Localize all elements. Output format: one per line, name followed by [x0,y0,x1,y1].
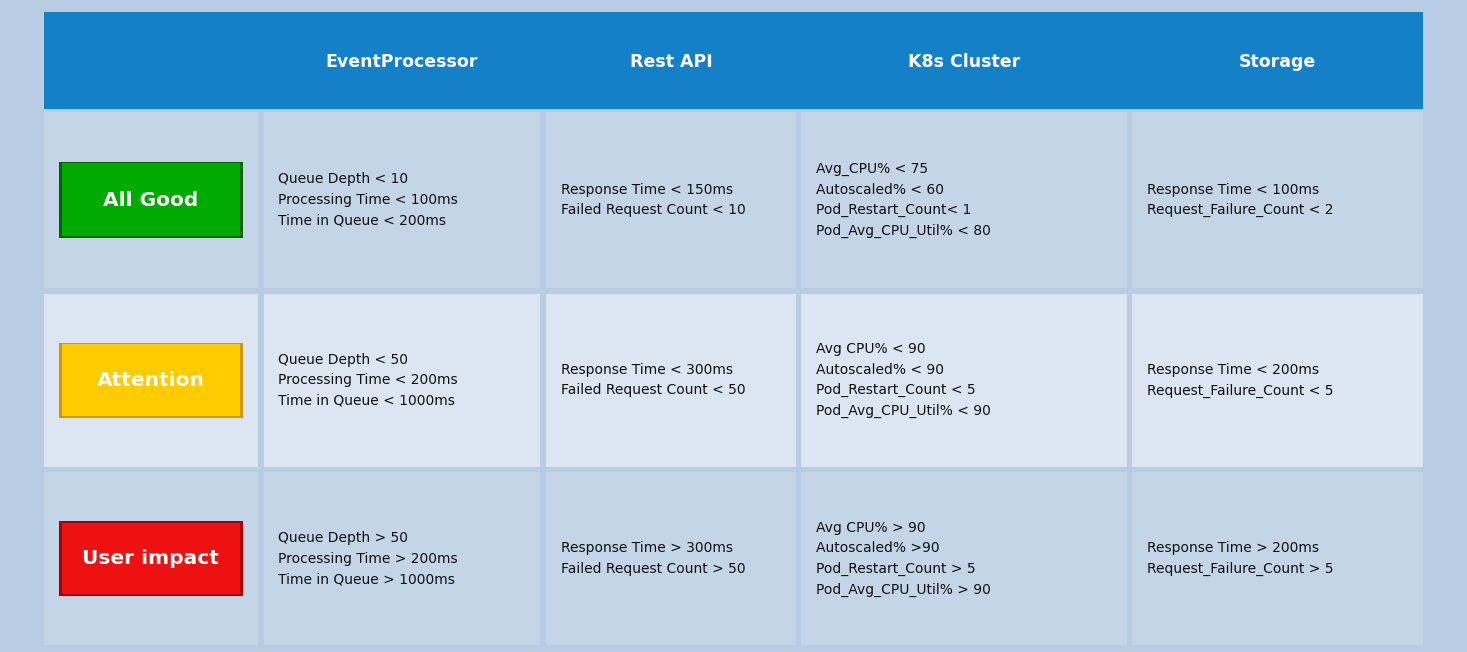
Text: Queue Depth > 50
Processing Time > 200ms
Time in Queue > 1000ms: Queue Depth > 50 Processing Time > 200ms… [279,531,458,586]
FancyBboxPatch shape [264,111,540,288]
Text: Avg CPU% < 90
Autoscaled% < 90
Pod_Restart_Count < 5
Pod_Avg_CPU_Util% < 90: Avg CPU% < 90 Autoscaled% < 90 Pod_Resta… [816,342,992,418]
FancyBboxPatch shape [801,111,1127,288]
Text: Storage: Storage [1240,53,1316,71]
FancyBboxPatch shape [264,472,540,645]
Text: Rest API: Rest API [629,53,713,71]
FancyBboxPatch shape [801,293,1127,467]
FancyBboxPatch shape [59,343,244,418]
FancyBboxPatch shape [44,111,258,288]
Text: Avg_CPU% < 75
Autoscaled% < 60
Pod_Restart_Count< 1
Pod_Avg_CPU_Util% < 80: Avg_CPU% < 75 Autoscaled% < 60 Pod_Resta… [816,162,992,238]
Text: Response Time < 100ms
Request_Failure_Count < 2: Response Time < 100ms Request_Failure_Co… [1147,183,1334,217]
FancyBboxPatch shape [1133,111,1423,288]
FancyBboxPatch shape [1133,472,1423,645]
Text: K8s Cluster: K8s Cluster [908,53,1020,71]
FancyBboxPatch shape [44,12,1423,109]
FancyBboxPatch shape [1133,14,1423,109]
FancyBboxPatch shape [801,472,1127,645]
FancyBboxPatch shape [264,14,540,109]
FancyBboxPatch shape [59,162,244,238]
Text: Response Time > 300ms
Failed Request Count > 50: Response Time > 300ms Failed Request Cou… [560,542,745,576]
Text: Avg CPU% > 90
Autoscaled% >90
Pod_Restart_Count > 5
Pod_Avg_CPU_Util% > 90: Avg CPU% > 90 Autoscaled% >90 Pod_Restar… [816,521,992,597]
FancyBboxPatch shape [1133,293,1423,467]
Text: Response Time < 150ms
Failed Request Count < 10: Response Time < 150ms Failed Request Cou… [560,183,745,217]
FancyBboxPatch shape [546,111,795,288]
Text: User impact: User impact [82,549,220,569]
FancyBboxPatch shape [801,14,1127,109]
FancyBboxPatch shape [59,522,244,596]
FancyBboxPatch shape [546,14,795,109]
FancyBboxPatch shape [62,163,241,236]
FancyBboxPatch shape [62,523,241,594]
Text: EventProcessor: EventProcessor [326,53,478,71]
Text: Response Time > 200ms
Request_Failure_Count > 5: Response Time > 200ms Request_Failure_Co… [1147,541,1334,576]
FancyBboxPatch shape [44,472,258,645]
FancyBboxPatch shape [546,293,795,467]
FancyBboxPatch shape [62,344,241,416]
Text: Queue Depth < 10
Processing Time < 100ms
Time in Queue < 200ms: Queue Depth < 10 Processing Time < 100ms… [279,172,458,228]
Text: Response Time < 200ms
Request_Failure_Count < 5: Response Time < 200ms Request_Failure_Co… [1147,363,1334,398]
Text: Queue Depth < 50
Processing Time < 200ms
Time in Queue < 1000ms: Queue Depth < 50 Processing Time < 200ms… [279,353,458,408]
FancyBboxPatch shape [546,472,795,645]
Text: All Good: All Good [103,190,198,209]
Text: Attention: Attention [97,371,205,390]
FancyBboxPatch shape [44,293,258,467]
FancyBboxPatch shape [44,14,258,109]
Text: Response Time < 300ms
Failed Request Count < 50: Response Time < 300ms Failed Request Cou… [560,363,745,398]
FancyBboxPatch shape [264,293,540,467]
